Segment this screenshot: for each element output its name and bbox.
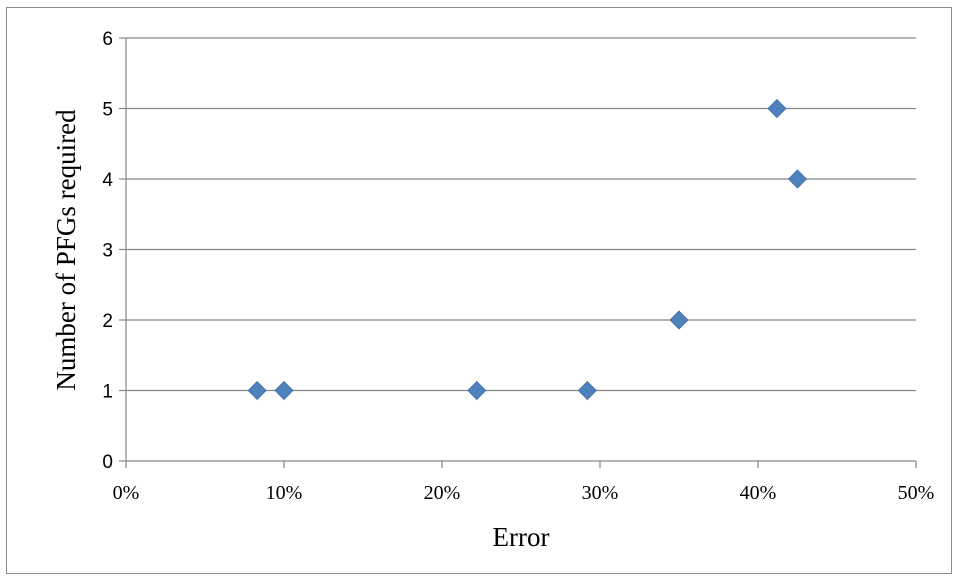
x-tick-label: 10% [266, 482, 303, 504]
x-tick-label: 20% [424, 482, 461, 504]
x-tick-label: 30% [582, 482, 619, 504]
data-point [247, 380, 267, 401]
data-point [669, 310, 689, 330]
data-point [787, 169, 808, 189]
y-tick-label: 0 [102, 452, 113, 473]
y-tick-label: 2 [102, 311, 113, 332]
x-tick-label: 0% [113, 482, 140, 504]
x-axis-title: Error [493, 522, 550, 552]
x-tick-label: 50% [898, 482, 935, 504]
data-point [274, 380, 294, 401]
axes [119, 37, 917, 468]
data-point [467, 380, 487, 401]
y-tick-labels: 0 1 2 3 4 5 6 [102, 29, 113, 473]
y-tick-label: 1 [102, 382, 113, 403]
data-point [577, 380, 597, 401]
y-tick-label: 4 [102, 170, 113, 191]
y-tick-label: 6 [102, 29, 113, 50]
y-tick-label: 5 [102, 100, 113, 121]
y-axis-title: Number of PFGs required [51, 109, 81, 391]
data-point [767, 98, 787, 119]
x-tick-labels: 0% 10% 20% 30% 40% 50% [113, 482, 935, 504]
gridlines [126, 37, 916, 392]
x-tick-label: 40% [740, 482, 777, 504]
chart-frame [6, 7, 952, 574]
y-tick-label: 3 [102, 241, 113, 262]
data-points [247, 98, 808, 401]
